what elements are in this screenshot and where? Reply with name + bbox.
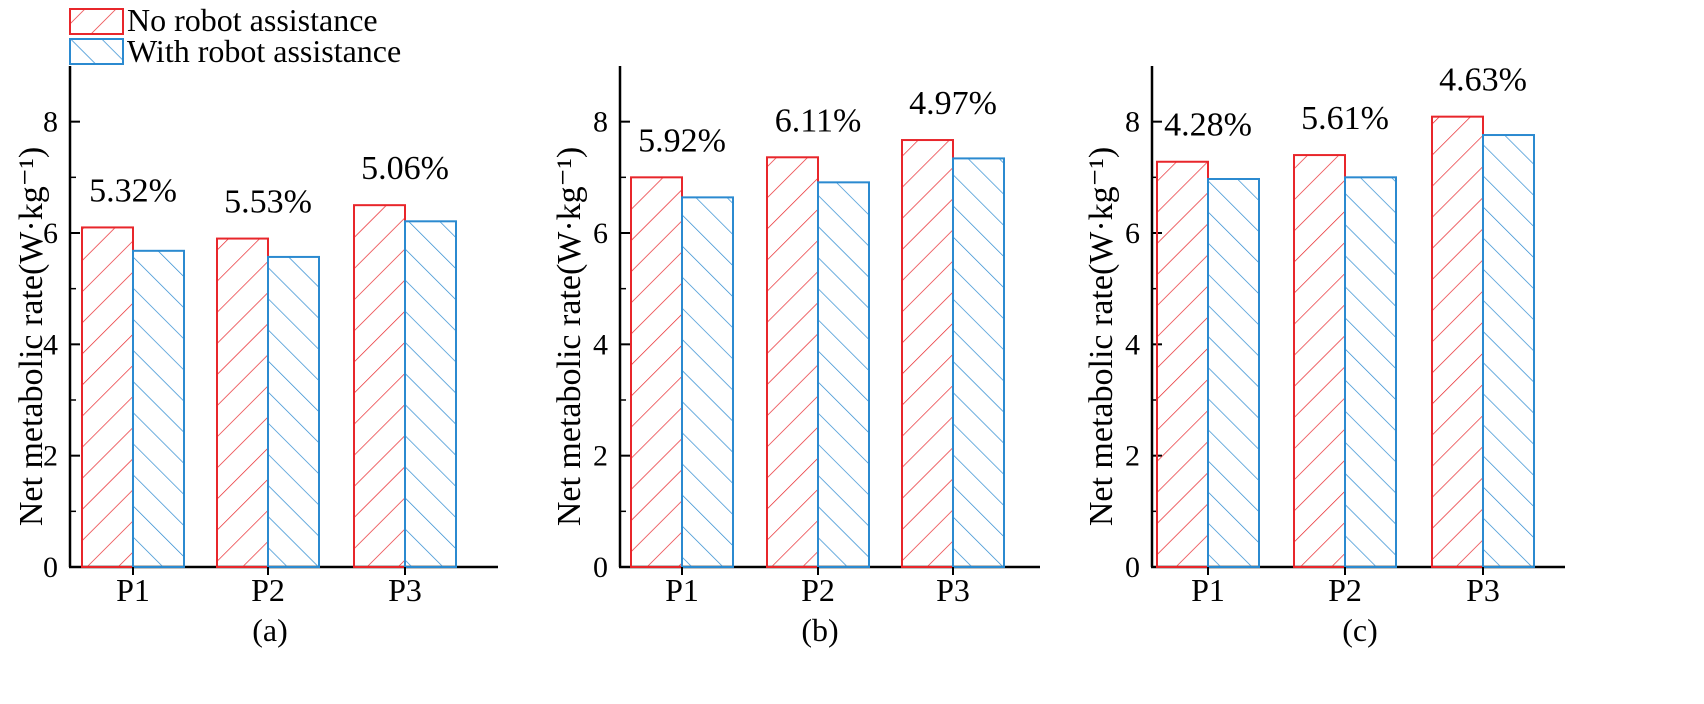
reduction-annotation: 6.11% xyxy=(775,102,862,139)
x-tick-label: P2 xyxy=(801,572,835,608)
bar-no-robot-p2 xyxy=(216,237,269,568)
reduction-annotation: 4.63% xyxy=(1439,62,1527,99)
bar-with-robot-p2 xyxy=(267,255,320,568)
y-tick-label: 6 xyxy=(1125,217,1140,250)
y-axis-label: Net metabolic rate(W·kg⁻¹) xyxy=(551,147,588,526)
chart-panel-a: 0 2 4 6 8 Net metabolic rate(W·kg⁻¹) P1 5.32% P2… xyxy=(13,66,498,648)
y-axis-label: Net metabolic rate(W·kg⁻¹) xyxy=(1083,147,1120,526)
bar-no-robot-p1 xyxy=(630,176,683,568)
bar-with-robot-p2 xyxy=(817,181,870,569)
x-tick-label: P3 xyxy=(388,572,422,608)
reduction-annotation: 5.32% xyxy=(89,172,177,209)
x-tick-label: P1 xyxy=(665,572,699,608)
bar-no-robot-p3 xyxy=(901,139,954,569)
x-tick-label: P2 xyxy=(251,572,285,608)
y-tick-label: 8 xyxy=(43,106,58,139)
bar-with-robot-p1 xyxy=(1207,178,1260,568)
legend-swatch-with-robot xyxy=(69,38,124,65)
x-tick-label: P3 xyxy=(936,572,970,608)
y-axis-label: Net metabolic rate(W·kg⁻¹) xyxy=(13,147,50,526)
y-tick-label: 0 xyxy=(1125,551,1140,584)
y-tick-label: 6 xyxy=(593,217,608,250)
bar-no-robot-p3 xyxy=(353,204,406,569)
bar-with-robot-p2 xyxy=(1344,176,1397,568)
y-tick-label: 2 xyxy=(593,440,608,473)
reduction-annotation: 4.28% xyxy=(1164,107,1252,144)
legend-label-with-robot: With robot assistance xyxy=(127,33,401,69)
bar-with-robot-p3 xyxy=(952,157,1005,568)
bar-no-robot-p1 xyxy=(81,226,134,569)
y-tick-label: 0 xyxy=(43,551,58,584)
subplot-caption: (a) xyxy=(252,612,288,648)
y-tick-label: 2 xyxy=(1125,440,1140,473)
subplot-caption: (b) xyxy=(801,612,838,648)
y-tick-label: 4 xyxy=(1125,328,1140,361)
bar-no-robot-p2 xyxy=(766,156,819,568)
y-tick-label: 4 xyxy=(43,328,58,361)
y-tick-label: 8 xyxy=(593,106,608,139)
y-tick-label: 6 xyxy=(43,217,58,250)
x-tick-label: P1 xyxy=(1191,572,1225,608)
bar-no-robot-p2 xyxy=(1293,154,1346,568)
legend: No robot assistance With robot assistanc… xyxy=(69,2,401,69)
reduction-annotation: 5.92% xyxy=(638,122,726,159)
bar-with-robot-p3 xyxy=(404,220,457,568)
reduction-annotation: 5.61% xyxy=(1301,100,1389,137)
x-tick-label: P2 xyxy=(1328,572,1362,608)
reduction-annotation: 4.97% xyxy=(909,85,997,122)
bar-no-robot-p3 xyxy=(1431,115,1484,568)
x-tick-label: P1 xyxy=(116,572,150,608)
x-tick-label: P3 xyxy=(1466,572,1500,608)
subplot-caption: (c) xyxy=(1342,612,1378,648)
reduction-annotation: 5.53% xyxy=(224,184,312,221)
reduction-annotation: 5.06% xyxy=(361,150,449,187)
y-tick-label: 8 xyxy=(1125,106,1140,139)
bar-with-robot-p1 xyxy=(132,249,185,569)
y-tick-label: 2 xyxy=(43,440,58,473)
bar-no-robot-p1 xyxy=(1156,160,1209,568)
y-tick-label: 0 xyxy=(593,551,608,584)
y-tick-label: 4 xyxy=(593,328,608,361)
bar-with-robot-p1 xyxy=(681,196,734,569)
legend-label-no-robot: No robot assistance xyxy=(127,2,378,38)
legend-swatch-no-robot xyxy=(69,8,124,35)
bar-with-robot-p3 xyxy=(1482,134,1535,568)
